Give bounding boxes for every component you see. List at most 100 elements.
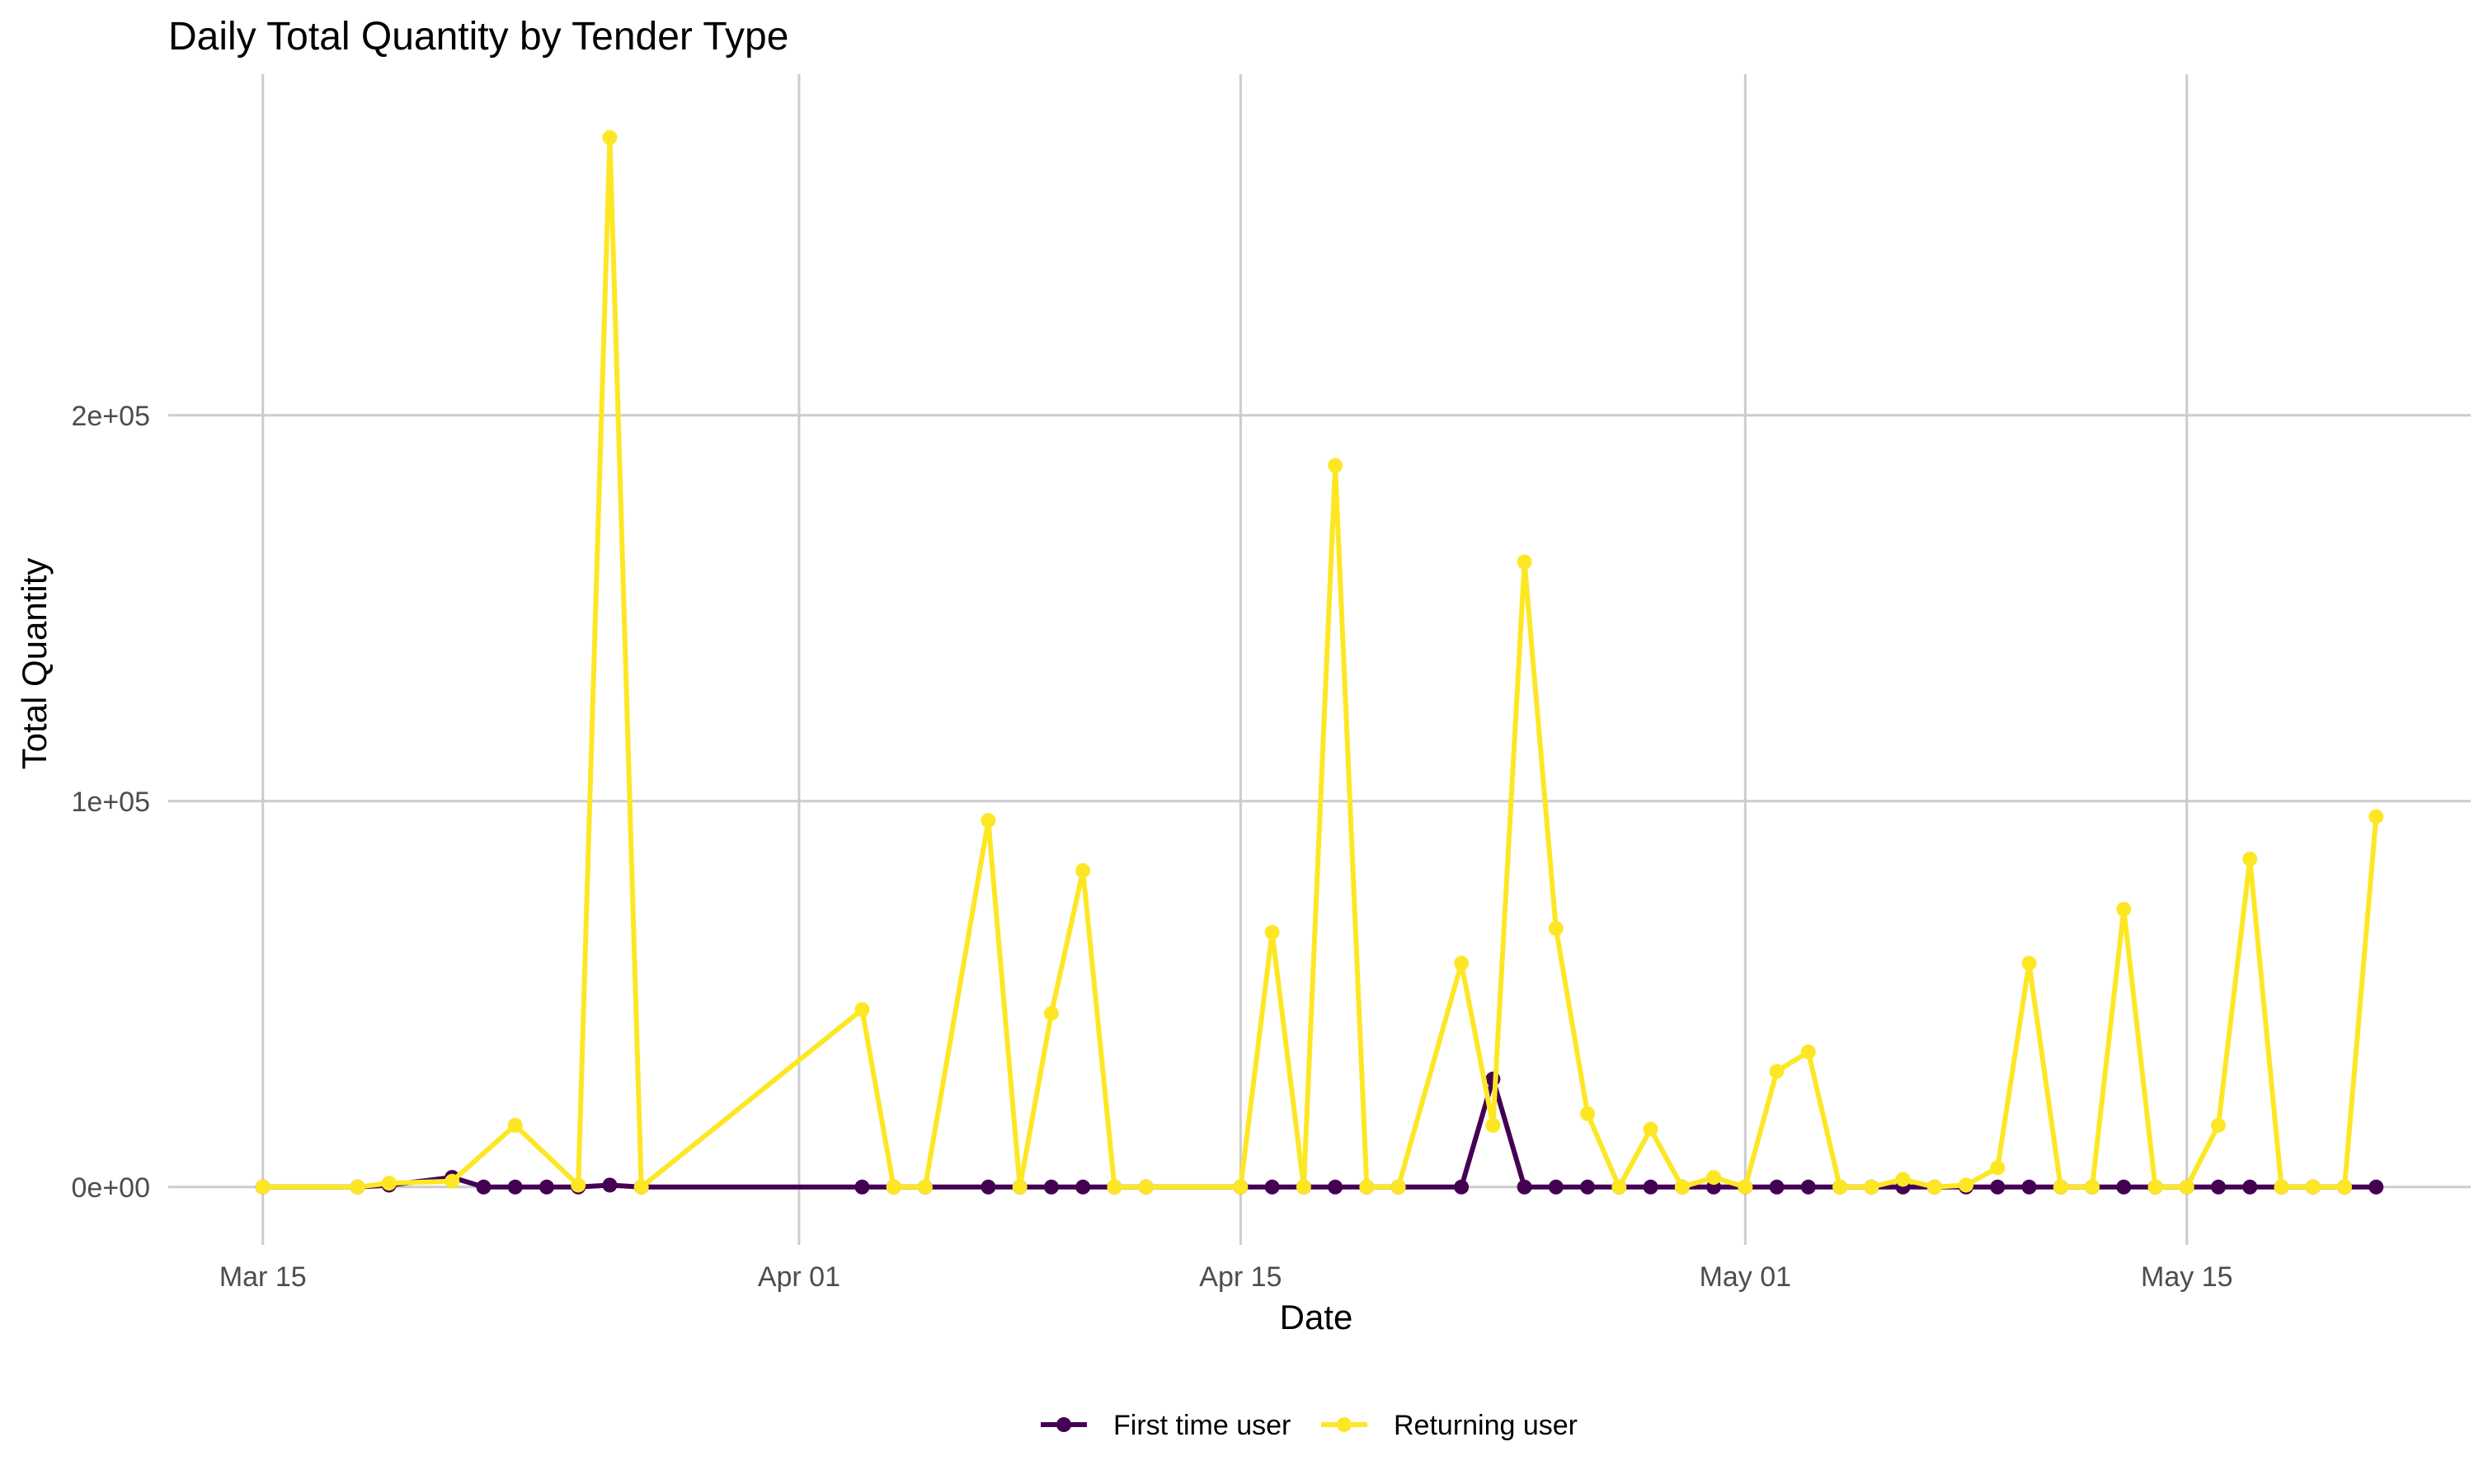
data-point-0-16 [1075,1179,1091,1195]
data-point-1-33 [1769,1064,1785,1079]
data-point-1-43 [2085,1179,2100,1195]
data-point-0-27 [1517,1179,1532,1195]
data-point-1-24 [1485,1117,1501,1133]
data-point-0-15 [1043,1179,1059,1195]
legend-label-1: Returning user [1394,1410,1578,1441]
data-point-0-8 [602,1177,618,1193]
grid [168,74,2471,1245]
data-point-1-49 [2274,1179,2289,1195]
data-point-0-4 [476,1179,492,1195]
series-line-1 [260,134,2379,1190]
legend-item-0: First time user [1041,1410,1291,1441]
x-tick-label-0: Mar 15 [219,1261,307,1293]
data-point-0-28 [1548,1179,1564,1195]
data-point-0-22 [1328,1179,1343,1195]
data-point-1-11 [981,813,996,829]
data-point-1-47 [2211,1117,2227,1133]
data-point-1-12 [1012,1179,1028,1195]
data-point-0-43 [2021,1179,2037,1195]
x-tick-label-1: Apr 01 [758,1261,840,1293]
data-point-1-0 [255,1179,270,1195]
data-point-1-22 [1390,1179,1406,1195]
data-point-1-8 [854,1002,870,1017]
data-point-1-1 [350,1179,365,1195]
data-point-1-32 [1738,1179,1753,1195]
data-point-1-38 [1926,1179,1942,1195]
y-tick-label-2: 2e+05 [72,401,151,432]
data-point-1-3 [444,1173,460,1189]
data-point-1-26 [1548,921,1564,937]
data-point-1-20 [1328,458,1343,473]
y-axis-title: Total Quantity [15,558,54,770]
data-point-1-17 [1233,1179,1249,1195]
series-1 [255,129,2384,1195]
data-point-1-40 [1990,1160,2006,1176]
data-point-1-6 [602,129,618,145]
series-layer [255,129,2384,1195]
y-tick-label-1: 1e+05 [72,787,151,818]
data-point-1-28 [1611,1179,1627,1195]
x-tick-label-4: May 15 [2141,1261,2233,1293]
data-point-1-9 [886,1179,901,1195]
data-point-0-36 [1800,1179,1816,1195]
legend: First time user Returning user [1041,1410,1578,1441]
data-point-1-35 [1832,1179,1848,1195]
data-point-1-18 [1264,924,1280,940]
data-point-1-5 [571,1177,586,1193]
data-point-0-50 [2242,1179,2258,1195]
data-point-1-30 [1674,1179,1690,1195]
data-point-1-14 [1075,863,1091,879]
data-point-1-45 [2147,1179,2163,1195]
data-point-1-39 [1959,1177,1974,1193]
data-point-1-46 [2179,1179,2194,1195]
data-point-0-42 [1990,1179,2006,1195]
x-axis-ticks: Mar 15 Apr 01 Apr 15 May 01 May 15 [219,1261,2233,1293]
data-point-1-51 [2337,1179,2353,1195]
data-point-1-42 [2053,1179,2068,1195]
data-point-0-10 [854,1179,870,1195]
data-point-1-27 [1580,1106,1596,1121]
data-point-1-34 [1800,1044,1816,1059]
y-tick-label-0: 0e+00 [72,1172,151,1204]
data-point-0-5 [507,1179,523,1195]
legend-marker-0 [1056,1417,1071,1432]
data-point-0-54 [2368,1179,2384,1195]
data-point-1-25 [1517,554,1532,570]
legend-label-0: First time user [1113,1410,1291,1441]
data-point-1-44 [2116,901,2132,917]
y-axis-ticks: 0e+00 1e+05 2e+05 [72,401,151,1204]
data-point-1-48 [2242,851,2258,866]
data-point-1-36 [1864,1179,1879,1195]
data-point-0-6 [539,1179,554,1195]
legend-item-1: Returning user [1321,1410,1578,1441]
data-point-1-2 [381,1176,397,1191]
data-point-1-16 [1138,1179,1154,1195]
legend-marker-1 [1337,1417,1352,1432]
data-point-1-31 [1706,1170,1722,1186]
data-point-1-10 [917,1179,933,1195]
data-point-0-13 [981,1179,996,1195]
chart-title: Daily Total Quantity by Tender Type [168,15,788,59]
data-point-0-31 [1643,1179,1658,1195]
data-point-0-49 [2211,1179,2227,1195]
data-point-1-41 [2021,956,2037,971]
data-point-1-19 [1296,1179,1311,1195]
data-point-0-25 [1454,1179,1470,1195]
data-point-0-29 [1580,1179,1596,1195]
series-0 [255,1071,2384,1195]
data-point-1-52 [2368,809,2384,824]
data-point-1-13 [1043,1006,1059,1021]
data-point-1-50 [2305,1179,2321,1195]
data-point-1-7 [633,1179,649,1195]
x-tick-label-3: May 01 [1700,1261,1792,1293]
x-axis-title: Date [1280,1298,1353,1336]
data-point-1-37 [1895,1172,1911,1187]
data-point-0-35 [1769,1179,1785,1195]
x-tick-label-2: Apr 15 [1199,1261,1282,1293]
data-point-1-15 [1107,1179,1122,1195]
data-point-0-46 [2116,1179,2132,1195]
data-point-0-20 [1264,1179,1280,1195]
data-point-1-21 [1359,1179,1375,1195]
data-point-1-4 [507,1117,523,1133]
